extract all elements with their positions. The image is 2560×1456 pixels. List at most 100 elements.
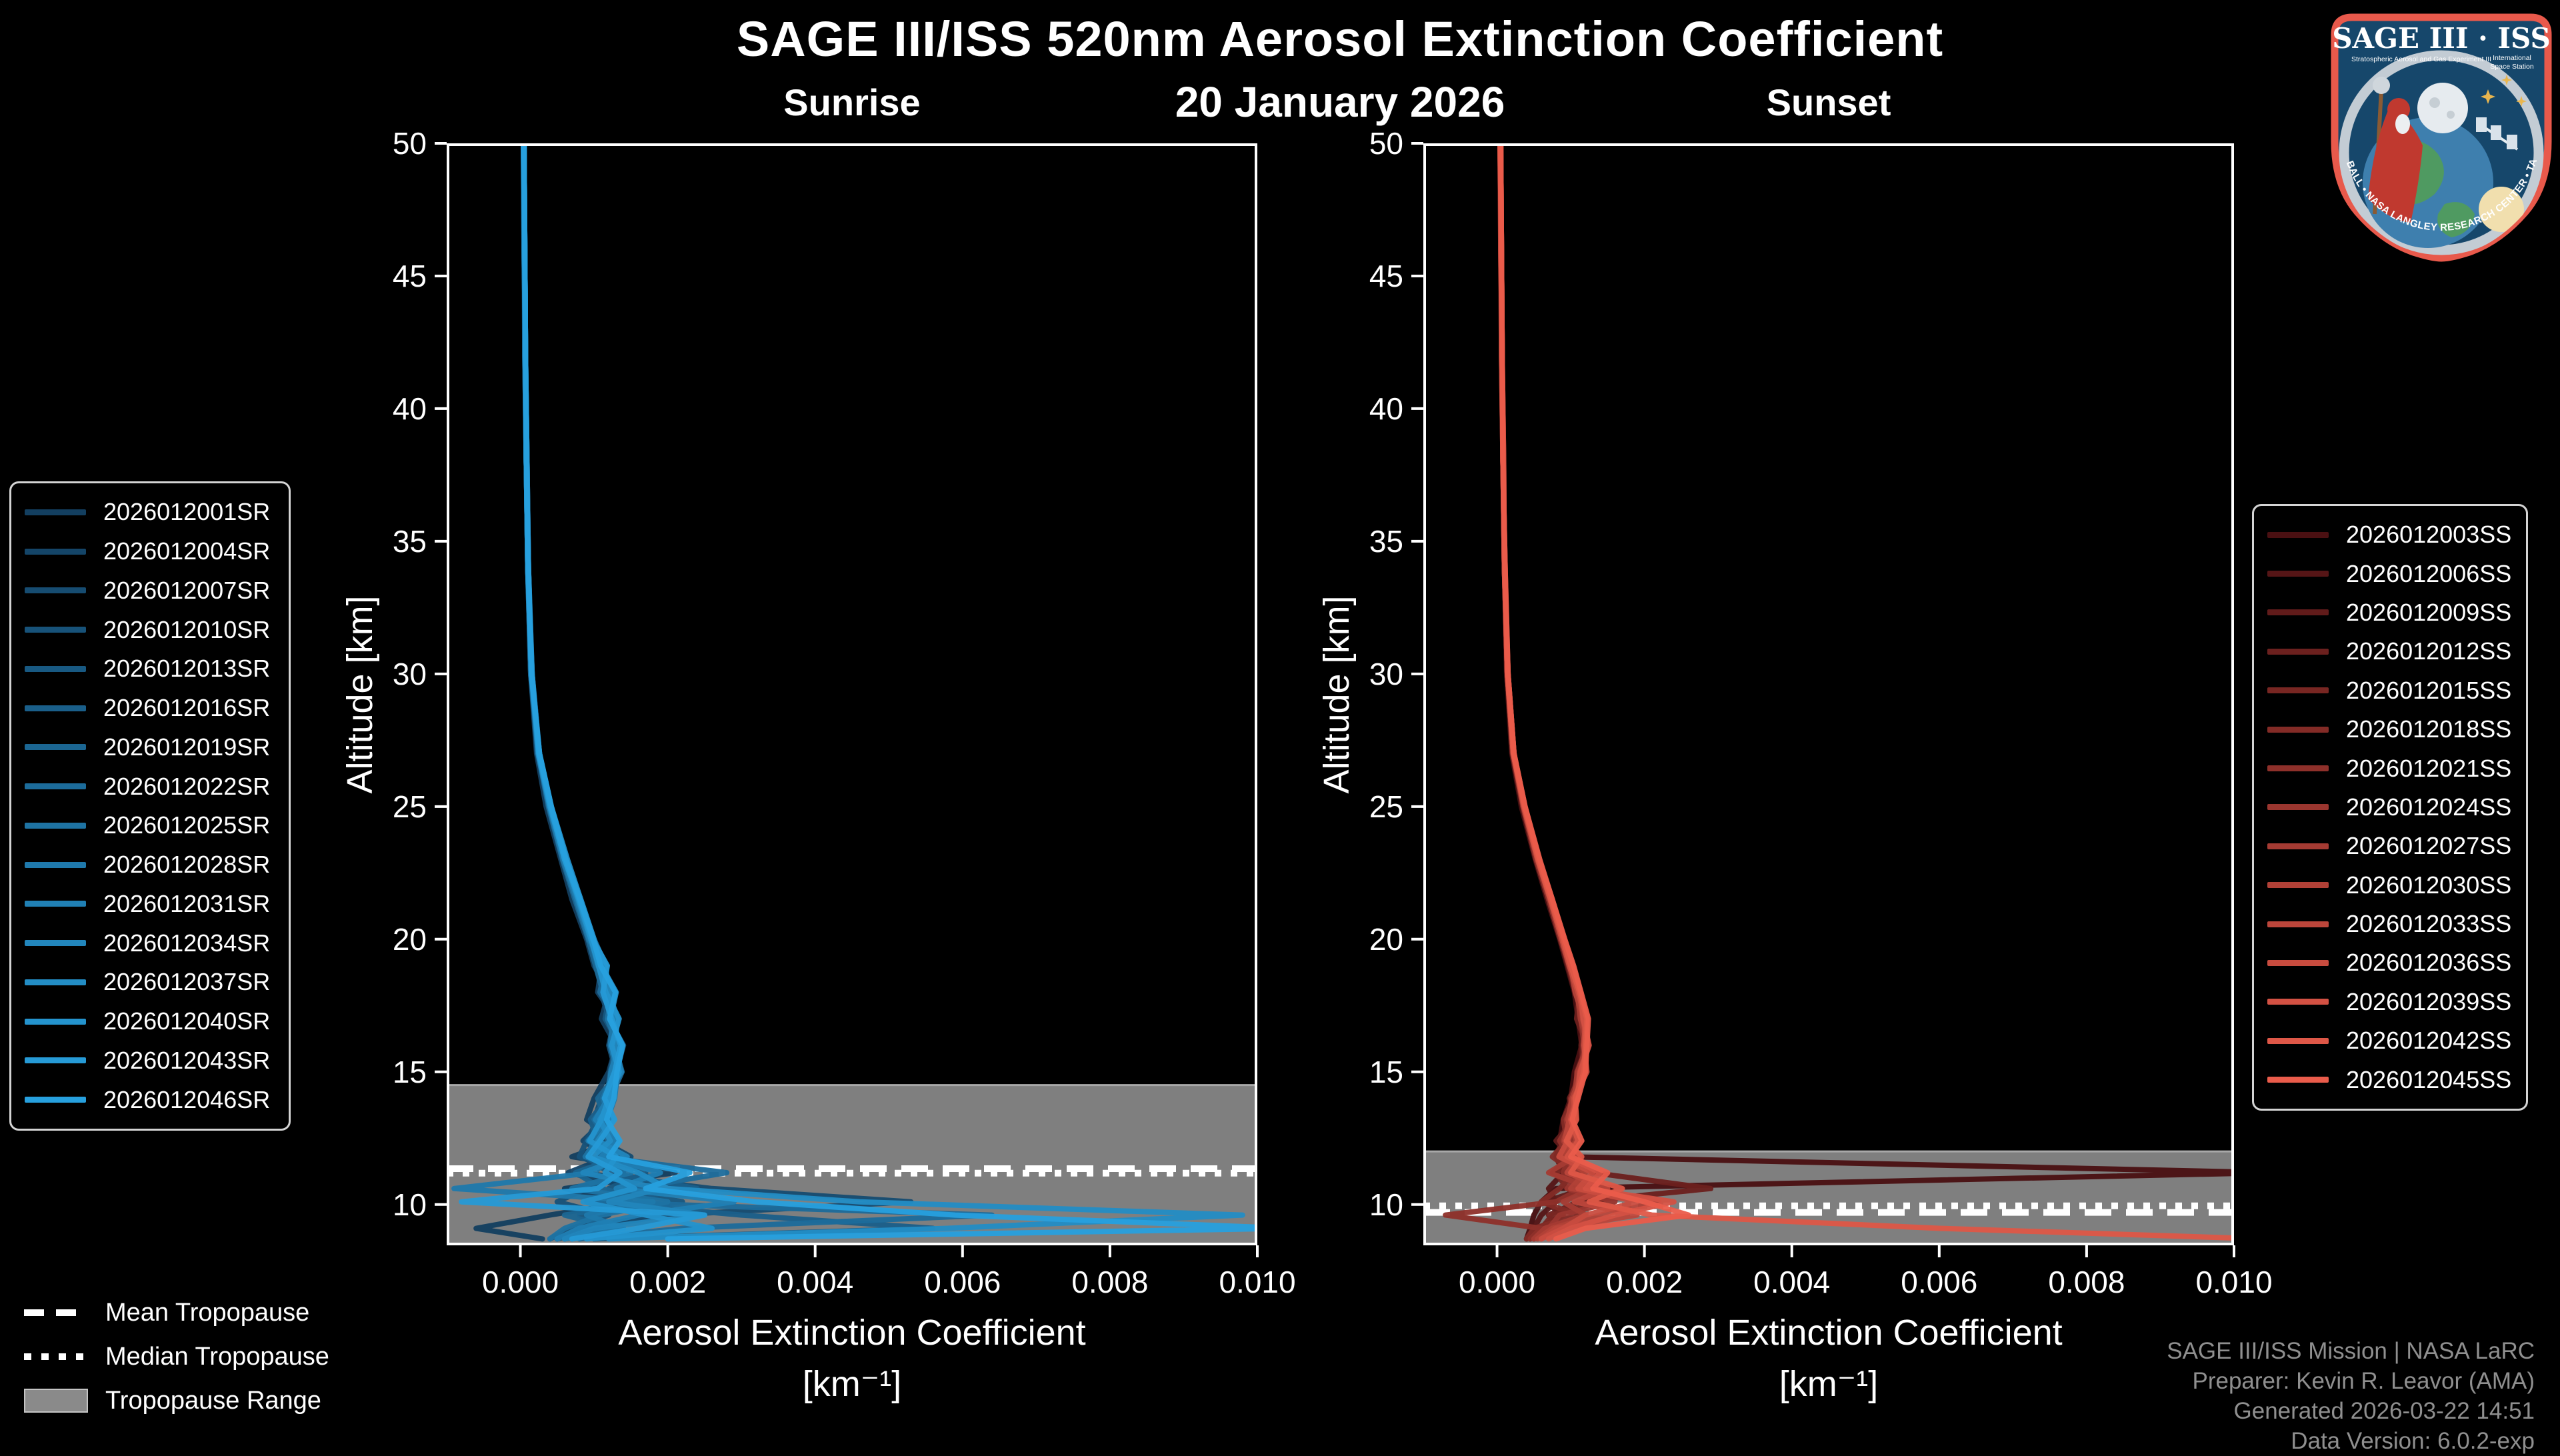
legend-event-label: 2026012034SR [103,929,271,957]
sunset-legend: 2026012003SS 2026012006SS 2026012009SS 2026… [2252,504,2528,1111]
legend-line-swatch-icon [25,744,86,751]
legend-line-swatch-icon [2267,921,2329,927]
legend-event-label: 2026012021SS [2346,754,2512,782]
y-tick-label: 50 [1369,126,1403,161]
legend-line-swatch-icon [25,509,86,515]
legend-event-label: 2026012040SR [103,1007,271,1035]
y-tick-label: 15 [1369,1054,1403,1089]
y-tick-label: 35 [392,523,427,559]
legend-item: 2026012004SR [25,537,275,565]
legend-line-swatch-icon [25,627,86,633]
x-tick-label: 0.006 [924,1265,1001,1299]
y-tick-label: 45 [392,258,427,293]
legend-event-label: 2026012028SR [103,851,271,879]
legend-line-swatch-icon [25,665,86,672]
legend-item: 2026012003SS [2267,521,2513,549]
legend-item: 2026012031SR [25,890,275,918]
y-tick-label: 10 [1369,1187,1403,1222]
gray-band-swatch-icon [24,1389,88,1413]
mean-tropopause-label: Mean Tropopause [105,1298,310,1327]
legend-event-label: 2026012013SR [103,655,271,683]
y-tick-label: 20 [1369,921,1403,957]
profile-line [521,143,914,1242]
dotted-line-swatch-icon [24,1353,88,1360]
legend-line-swatch-icon [25,822,86,829]
y-tick-label: 45 [1369,258,1403,293]
sunset-y-axis-label: Altitude [km] [1317,595,1357,794]
sunrise-x-axis-units: [km⁻¹] [802,1364,902,1404]
logo-moon [2417,83,2468,133]
legend-item: 2026012022SR [25,773,275,801]
logo-subtitle-right2: Space Station [2490,63,2534,71]
legend-event-label: 2026012046SR [103,1085,271,1113]
legend-event-label: 2026012025SR [103,811,271,839]
sunset-plot-panel: Sunset Altitude [km] Aerosol Extinction … [1317,81,2273,1404]
profile-line [521,143,685,1242]
profile-line [521,143,656,1242]
legend-item: 2026012045SS [2267,1066,2513,1094]
legend-line-swatch-icon [2267,609,2329,616]
sunset-panel-title: Sunset [1766,81,1891,123]
legend-line-swatch-icon [25,861,86,868]
y-tick-label: 40 [1369,391,1403,426]
legend-line-swatch-icon [2267,531,2329,538]
legend-item: 2026012001SR [25,498,275,526]
tropopause-legend: Mean Tropopause Median Tropopause Tropop… [24,1299,329,1431]
legend-item: 2026012006SS [2267,560,2513,588]
legend-item: 2026012019SR [25,733,275,761]
legend-item: 2026012030SS [2267,871,2513,899]
legend-event-label: 2026012045SS [2346,1065,2512,1093]
legend-event-label: 2026012006SS [2346,559,2512,587]
legend-item: 2026012036SS [2267,949,2513,977]
legend-event-label: 2026012039SS [2346,987,2512,1015]
legend-event-label: 2026012015SS [2346,676,2512,704]
legend-line-swatch-icon [2267,1037,2329,1044]
legend-event-label: 2026012022SR [103,772,271,800]
profile-line [521,143,1257,1242]
y-tick-label: 25 [392,789,427,824]
legend-item: 2026012012SS [2267,637,2513,665]
profile-line [521,143,995,1242]
legend-event-label: 2026012003SS [2346,521,2512,549]
legend-line-swatch-icon [2267,843,2329,849]
sunrise-plot-panel: Sunrise Altitude [km] Aerosol Extinction… [340,81,1296,1404]
logo-title: SAGE III · ISS [2332,22,2551,55]
sage-iii-iss-logo: BALL • NASA LANGLEY RESEARCH CENTER • TA… [2331,13,2552,262]
x-tick-label: 0.004 [1753,1265,1831,1299]
legend-item: 2026012021SS [2267,755,2513,783]
legend-event-label: 2026012004SR [103,537,271,565]
mission-credit: SAGE III/ISS Mission | NASA LaRC [2167,1338,2535,1364]
profile-line [1497,143,1714,1242]
legend-item: 2026012015SS [2267,677,2513,705]
profile-line [521,143,663,1242]
profile-line [1497,143,2234,1241]
x-tick-label: 0.002 [629,1265,707,1299]
y-tick-label: 30 [392,656,427,691]
profile-line [459,143,707,1242]
legend-line-swatch-icon [25,587,86,594]
profile-line [1498,143,1691,1242]
x-tick-label: 0.000 [481,1265,559,1299]
legend-item: 2026012043SR [25,1047,275,1075]
profile-line [521,143,737,1242]
legend-line-swatch-icon [25,1057,86,1064]
legend-item: 2026012013SR [25,655,275,683]
legend-line-swatch-icon [2267,882,2329,889]
sunrise-panel-title: Sunrise [783,81,921,123]
logo-iss-icon [2476,117,2519,151]
legend-line-swatch-icon [2267,999,2329,1005]
x-tick-label: 0.000 [1458,1265,1536,1299]
legend-event-label: 2026012009SS [2346,598,2512,626]
median-tropopause-legend-item: Median Tropopause [24,1343,329,1371]
legend-item: 2026012025SR [25,811,275,839]
dashed-line-swatch-icon [24,1309,88,1316]
legend-line-swatch-icon [25,548,86,555]
profile-line [1498,143,1640,1242]
y-tick-label: 25 [1369,789,1403,824]
legend-line-swatch-icon [2267,804,2329,811]
data-version: Data Version: 6.0.2-exp [2291,1428,2535,1454]
legend-item: 2026012018SS [2267,715,2513,743]
legend-line-swatch-icon [25,783,86,790]
profile-line [1498,143,1640,1242]
legend-item: 2026012009SS [2267,599,2513,627]
